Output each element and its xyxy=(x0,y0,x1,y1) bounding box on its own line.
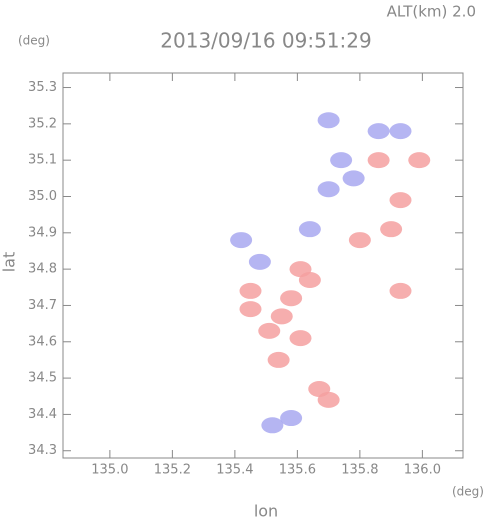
y-tick-label: 35.2 xyxy=(28,116,57,131)
x-tick-label: 135.8 xyxy=(341,463,378,478)
echo-blob xyxy=(367,152,390,169)
plot-frame xyxy=(62,72,464,459)
echo-blob xyxy=(248,253,271,270)
y-tick-label: 35.3 xyxy=(28,80,57,95)
y-tick-label: 35.0 xyxy=(28,189,57,204)
echo-blob xyxy=(270,308,293,325)
echo-blob xyxy=(389,282,412,299)
echo-blob xyxy=(239,301,262,318)
x-tick-label: 135.2 xyxy=(154,463,191,478)
echo-blob xyxy=(380,221,403,238)
chart-title: 2013/09/16 09:51:29 xyxy=(160,29,371,53)
y-tick-label: 34.5 xyxy=(28,371,57,386)
echo-blob xyxy=(261,417,284,434)
echo-blob xyxy=(317,112,340,129)
y-tick-label: 35.1 xyxy=(28,153,57,168)
echo-blob xyxy=(230,232,253,249)
echo-blob xyxy=(367,123,390,140)
echo-blob xyxy=(330,152,353,169)
echo-blob xyxy=(280,290,303,307)
echo-blob xyxy=(389,192,412,209)
x-tick-label: 136.0 xyxy=(404,463,441,478)
x-tick-label: 135.4 xyxy=(216,463,253,478)
y-tick-label: 34.4 xyxy=(28,407,57,422)
y-tick-label: 34.6 xyxy=(28,334,57,349)
echo-blob xyxy=(289,330,312,347)
y-tick-label: 34.9 xyxy=(28,225,57,240)
y-tick-label: 34.3 xyxy=(28,443,57,458)
x-unit: (deg) xyxy=(452,485,484,499)
echo-blob xyxy=(267,351,290,368)
x-axis-label: lon xyxy=(254,502,278,521)
y-tick-label: 34.7 xyxy=(28,298,57,313)
echo-blob xyxy=(389,123,412,140)
echo-blob xyxy=(317,181,340,198)
y-tick-label: 34.8 xyxy=(28,262,57,277)
echo-blob xyxy=(348,232,371,249)
echo-blob xyxy=(342,170,365,187)
y-unit: (deg) xyxy=(18,34,50,48)
x-tick-label: 135.6 xyxy=(279,463,316,478)
echo-blob xyxy=(298,221,321,238)
echo-blob xyxy=(317,391,340,408)
echo-blob xyxy=(280,410,303,427)
x-tick-label: 135.0 xyxy=(91,463,128,478)
subtitle: ALT(km) 2.0 xyxy=(387,3,476,21)
echo-blob xyxy=(408,152,431,169)
echo-blob xyxy=(239,282,262,299)
y-axis-label: lat xyxy=(0,252,19,273)
echo-blob xyxy=(258,322,281,339)
echo-blob xyxy=(298,272,321,289)
